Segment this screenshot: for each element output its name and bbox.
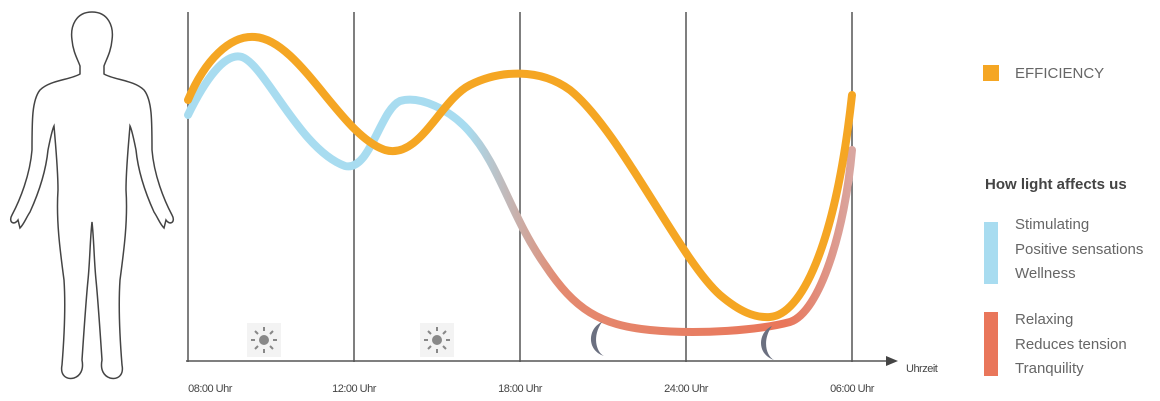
legend-label: Wellness bbox=[1015, 265, 1076, 282]
legend-label: Positive sensations bbox=[1015, 241, 1143, 258]
human-figure bbox=[9, 11, 175, 380]
axis-arrow bbox=[886, 356, 898, 366]
sun-icon bbox=[420, 323, 454, 357]
x-tick-label: 06:00 Uhr bbox=[830, 383, 875, 395]
x-tick-label: 18:00 Uhr bbox=[498, 383, 543, 395]
legend-swatch bbox=[984, 222, 998, 284]
x-axis-title: Uhrzeit bbox=[906, 363, 938, 375]
legend-label: Relaxing bbox=[1015, 311, 1073, 328]
legend-swatch bbox=[983, 65, 999, 81]
x-tick-label: 24:00 Uhr bbox=[664, 383, 709, 395]
legend-title: How light affects us bbox=[985, 176, 1127, 193]
legend-swatch bbox=[984, 312, 998, 376]
legend-label: Stimulating bbox=[1015, 216, 1089, 233]
efficiency-curve bbox=[184, 32, 856, 322]
legend-label: EFFICIENCY bbox=[1015, 65, 1104, 82]
x-tick-label: 12:00 Uhr bbox=[332, 383, 377, 395]
light-effect-curve bbox=[184, 52, 856, 336]
moon-icon bbox=[761, 326, 774, 360]
legend-label: Tranquility bbox=[1015, 360, 1084, 377]
legend-label: Reduces tension bbox=[1015, 336, 1127, 353]
x-tick-label: 08:00 Uhr bbox=[188, 383, 233, 395]
sun-icon bbox=[247, 323, 281, 357]
moon-icon bbox=[591, 322, 604, 356]
